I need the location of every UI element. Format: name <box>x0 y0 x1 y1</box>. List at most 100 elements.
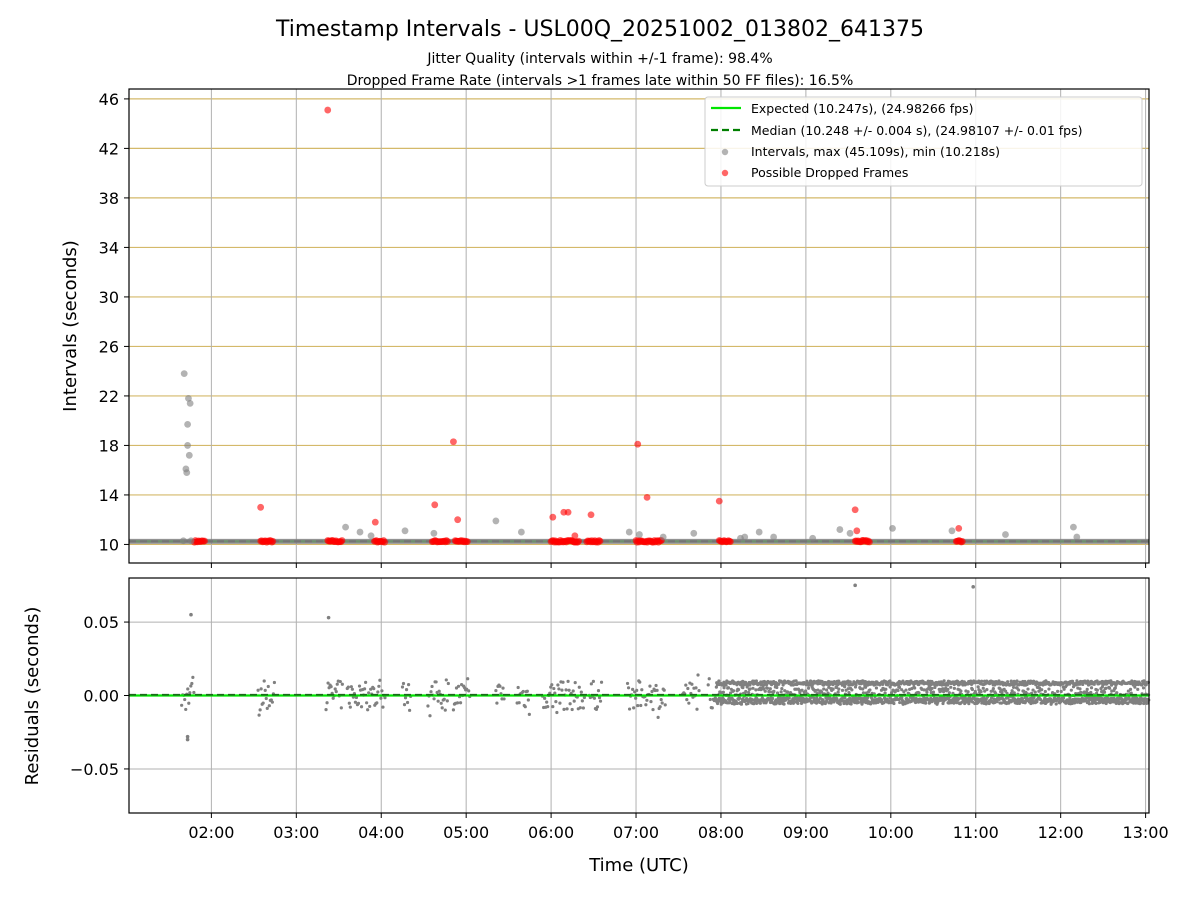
chart-subtitle-dropped: Dropped Frame Rate (intervals >1 frames … <box>347 73 854 89</box>
dropped-frame-cluster-point <box>575 537 583 545</box>
residual-point <box>966 690 970 694</box>
residual-point <box>863 685 868 689</box>
residual-point <box>526 698 530 702</box>
residual-point <box>840 688 845 692</box>
residual-point <box>1006 680 1010 684</box>
residual-point <box>432 697 436 701</box>
legend-median-label: Median (10.248 +/- 0.004 s), (24.98107 +… <box>751 123 1082 138</box>
residual-point <box>1078 687 1082 691</box>
residual-point <box>827 695 832 700</box>
residual-point <box>942 679 946 683</box>
residual-point <box>259 687 263 691</box>
residual-point <box>1004 689 1008 693</box>
residual-point <box>645 698 649 702</box>
residual-point <box>372 687 376 691</box>
residual-point <box>724 683 728 687</box>
intervals-y-tick-label: 30 <box>99 288 119 307</box>
dropped-frame-point <box>324 106 332 114</box>
residual-point <box>930 686 934 691</box>
residual-point <box>856 700 860 705</box>
residual-point <box>578 706 582 710</box>
residual-point <box>836 690 840 694</box>
residual-point <box>712 698 716 703</box>
residual-point <box>552 686 556 691</box>
residual-point <box>888 685 892 689</box>
residual-point <box>263 688 267 692</box>
residual-point <box>800 688 804 692</box>
residual-point <box>188 691 192 695</box>
residual-point <box>651 707 655 712</box>
residual-point <box>349 685 353 689</box>
residual-point <box>570 707 574 712</box>
residual-point <box>946 687 950 692</box>
residual-point <box>1015 679 1019 683</box>
residual-point <box>685 698 689 702</box>
dropped-frame-point <box>853 527 861 535</box>
residual-point <box>190 681 194 686</box>
residual-point <box>1054 702 1058 706</box>
residuals-x-tick-label: 04:00 <box>358 823 404 842</box>
residual-point <box>631 687 635 691</box>
residuals-reference-lines <box>129 693 1149 697</box>
residual-point <box>359 705 364 709</box>
residual-point <box>1127 696 1131 700</box>
residual-point <box>900 688 904 692</box>
residual-point <box>1010 689 1014 693</box>
interval-point <box>690 529 698 537</box>
interval-point <box>809 534 817 542</box>
dropped-frame-point <box>564 508 572 516</box>
residual-point <box>258 708 262 712</box>
interval-point <box>180 370 188 378</box>
intervals-y-tick-label: 22 <box>99 387 119 406</box>
residual-point <box>592 696 597 700</box>
residual-point <box>456 684 461 688</box>
residual-point <box>525 689 529 693</box>
interval-point <box>1070 523 1077 531</box>
residual-point <box>555 710 559 715</box>
interval-point <box>186 399 194 407</box>
residual-point <box>266 684 270 689</box>
residual-point <box>726 686 731 690</box>
residual-point <box>1104 701 1108 706</box>
residual-point <box>771 696 775 701</box>
residual-point <box>401 681 406 686</box>
residual-point <box>837 687 841 691</box>
residual-point <box>523 705 527 709</box>
dropped-frame-point <box>634 440 642 448</box>
residual-point <box>806 686 811 690</box>
residual-point <box>189 684 193 688</box>
interval-point <box>184 442 192 449</box>
dropped-frame-point <box>643 494 651 501</box>
residual-point <box>736 688 741 692</box>
residual-point <box>1115 691 1119 695</box>
interval-point <box>836 526 844 533</box>
residual-point <box>952 686 956 690</box>
dropped-frame-cluster-point <box>269 537 277 545</box>
residual-point <box>694 686 698 690</box>
interval-point <box>625 528 633 536</box>
residual-point <box>708 697 712 702</box>
residual-point <box>658 705 662 709</box>
residual-point <box>334 689 338 694</box>
residual-point <box>735 701 739 706</box>
dropped-frame-point <box>371 518 379 526</box>
residual-point <box>1061 696 1066 700</box>
intervals-y-tick-label: 10 <box>99 535 119 554</box>
residual-point <box>599 680 604 684</box>
residual-point <box>1026 687 1030 691</box>
residual-point <box>949 685 953 689</box>
residual-point <box>744 689 748 694</box>
residual-point <box>684 683 688 687</box>
residual-point <box>697 688 701 693</box>
residuals-y-tick-label: 0.05 <box>83 613 119 632</box>
interval-point <box>401 527 409 535</box>
residual-point <box>917 691 921 695</box>
interval-point <box>184 420 192 428</box>
residual-point <box>638 680 642 684</box>
intervals-y-tick-label: 46 <box>99 90 119 109</box>
residual-point <box>582 695 586 700</box>
residual-point <box>980 679 984 683</box>
residuals-x-tick-label: 06:00 <box>528 823 574 842</box>
residual-point <box>660 701 664 705</box>
residual-point <box>995 699 999 704</box>
